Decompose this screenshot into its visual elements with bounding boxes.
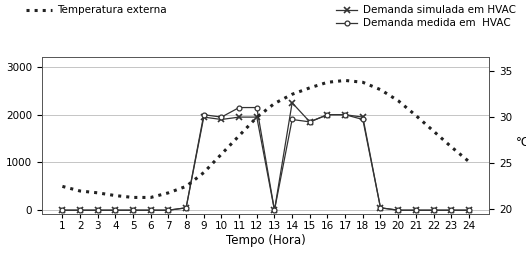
Demanda medida em  HVAC	[148, 209, 154, 212]
Temperatura externa	[112, 194, 118, 197]
Temperatura externa	[413, 114, 419, 117]
Y-axis label: W: W	[0, 130, 1, 141]
Demanda medida em  HVAC	[377, 206, 383, 209]
Temperatura externa	[165, 191, 171, 194]
Demanda simulada em HVAC	[59, 209, 66, 212]
Demanda medida em  HVAC	[395, 209, 401, 212]
Demanda medida em  HVAC	[200, 113, 207, 116]
Demanda medida em  HVAC	[360, 118, 366, 121]
Demanda simulada em HVAC	[307, 120, 313, 123]
Legend: Temperatura externa: Temperatura externa	[26, 5, 167, 15]
Demanda simulada em HVAC	[112, 209, 118, 212]
Temperatura externa	[360, 81, 366, 84]
Temperatura externa	[148, 196, 154, 199]
Temperatura externa	[77, 189, 83, 193]
Temperatura externa	[448, 145, 454, 148]
Demanda simulada em HVAC	[95, 209, 101, 212]
Demanda simulada em HVAC	[218, 118, 225, 121]
Legend: Demanda simulada em HVAC, Demanda medida em  HVAC: Demanda simulada em HVAC, Demanda medida…	[337, 5, 515, 28]
Demanda simulada em HVAC	[325, 113, 331, 116]
Demanda simulada em HVAC	[395, 209, 401, 212]
Temperatura externa	[307, 86, 313, 89]
X-axis label: Tempo (Hora): Tempo (Hora)	[226, 234, 306, 247]
Demanda medida em  HVAC	[466, 209, 472, 212]
Demanda medida em  HVAC	[218, 116, 225, 119]
Demanda simulada em HVAC	[148, 209, 154, 212]
Demanda medida em  HVAC	[271, 209, 278, 212]
Demanda medida em  HVAC	[448, 209, 454, 212]
Demanda medida em  HVAC	[130, 209, 136, 212]
Demanda simulada em HVAC	[360, 116, 366, 119]
Temperatura externa	[395, 99, 401, 102]
Temperatura externa	[466, 160, 472, 163]
Demanda simulada em HVAC	[271, 209, 278, 212]
Temperatura externa	[289, 93, 295, 96]
Demanda medida em  HVAC	[112, 209, 118, 212]
Demanda simulada em HVAC	[200, 116, 207, 119]
Demanda simulada em HVAC	[77, 209, 83, 212]
Demanda medida em  HVAC	[430, 209, 437, 212]
Temperatura externa	[200, 171, 207, 174]
Temperatura externa	[254, 116, 260, 119]
Temperatura externa	[236, 134, 242, 137]
Demanda medida em  HVAC	[289, 118, 295, 121]
Temperatura externa	[59, 185, 66, 188]
Demanda simulada em HVAC	[183, 206, 189, 209]
Demanda medida em  HVAC	[413, 209, 419, 212]
Demanda medida em  HVAC	[183, 206, 189, 209]
Demanda simulada em HVAC	[289, 101, 295, 104]
Demanda simulada em HVAC	[377, 206, 383, 209]
Demanda medida em  HVAC	[77, 209, 83, 212]
Demanda medida em  HVAC	[254, 106, 260, 109]
Demanda medida em  HVAC	[236, 106, 242, 109]
Demanda simulada em HVAC	[236, 116, 242, 119]
Temperatura externa	[342, 79, 348, 82]
Demanda medida em  HVAC	[342, 113, 348, 116]
Demanda simulada em HVAC	[466, 209, 472, 212]
Temperatura externa	[218, 153, 225, 156]
Demanda medida em  HVAC	[325, 113, 331, 116]
Demanda simulada em HVAC	[448, 209, 454, 212]
Temperatura externa	[183, 185, 189, 188]
Line: Temperatura externa: Temperatura externa	[63, 80, 469, 197]
Temperatura externa	[271, 102, 278, 105]
Demanda simulada em HVAC	[413, 209, 419, 212]
Line: Demanda medida em  HVAC: Demanda medida em HVAC	[60, 105, 471, 213]
Temperatura externa	[130, 196, 136, 199]
Line: Demanda simulada em HVAC: Demanda simulada em HVAC	[59, 100, 472, 213]
Demanda simulada em HVAC	[130, 209, 136, 212]
Temperatura externa	[95, 191, 101, 194]
Demanda medida em  HVAC	[95, 209, 101, 212]
Demanda simulada em HVAC	[165, 209, 171, 212]
Demanda simulada em HVAC	[430, 209, 437, 212]
Temperatura externa	[325, 81, 331, 84]
Demanda simulada em HVAC	[254, 116, 260, 119]
Demanda simulada em HVAC	[342, 113, 348, 116]
Y-axis label: °C: °C	[516, 136, 526, 149]
Demanda medida em  HVAC	[165, 209, 171, 212]
Demanda medida em  HVAC	[307, 120, 313, 123]
Temperatura externa	[377, 88, 383, 91]
Temperatura externa	[430, 129, 437, 133]
Demanda medida em  HVAC	[59, 209, 66, 212]
